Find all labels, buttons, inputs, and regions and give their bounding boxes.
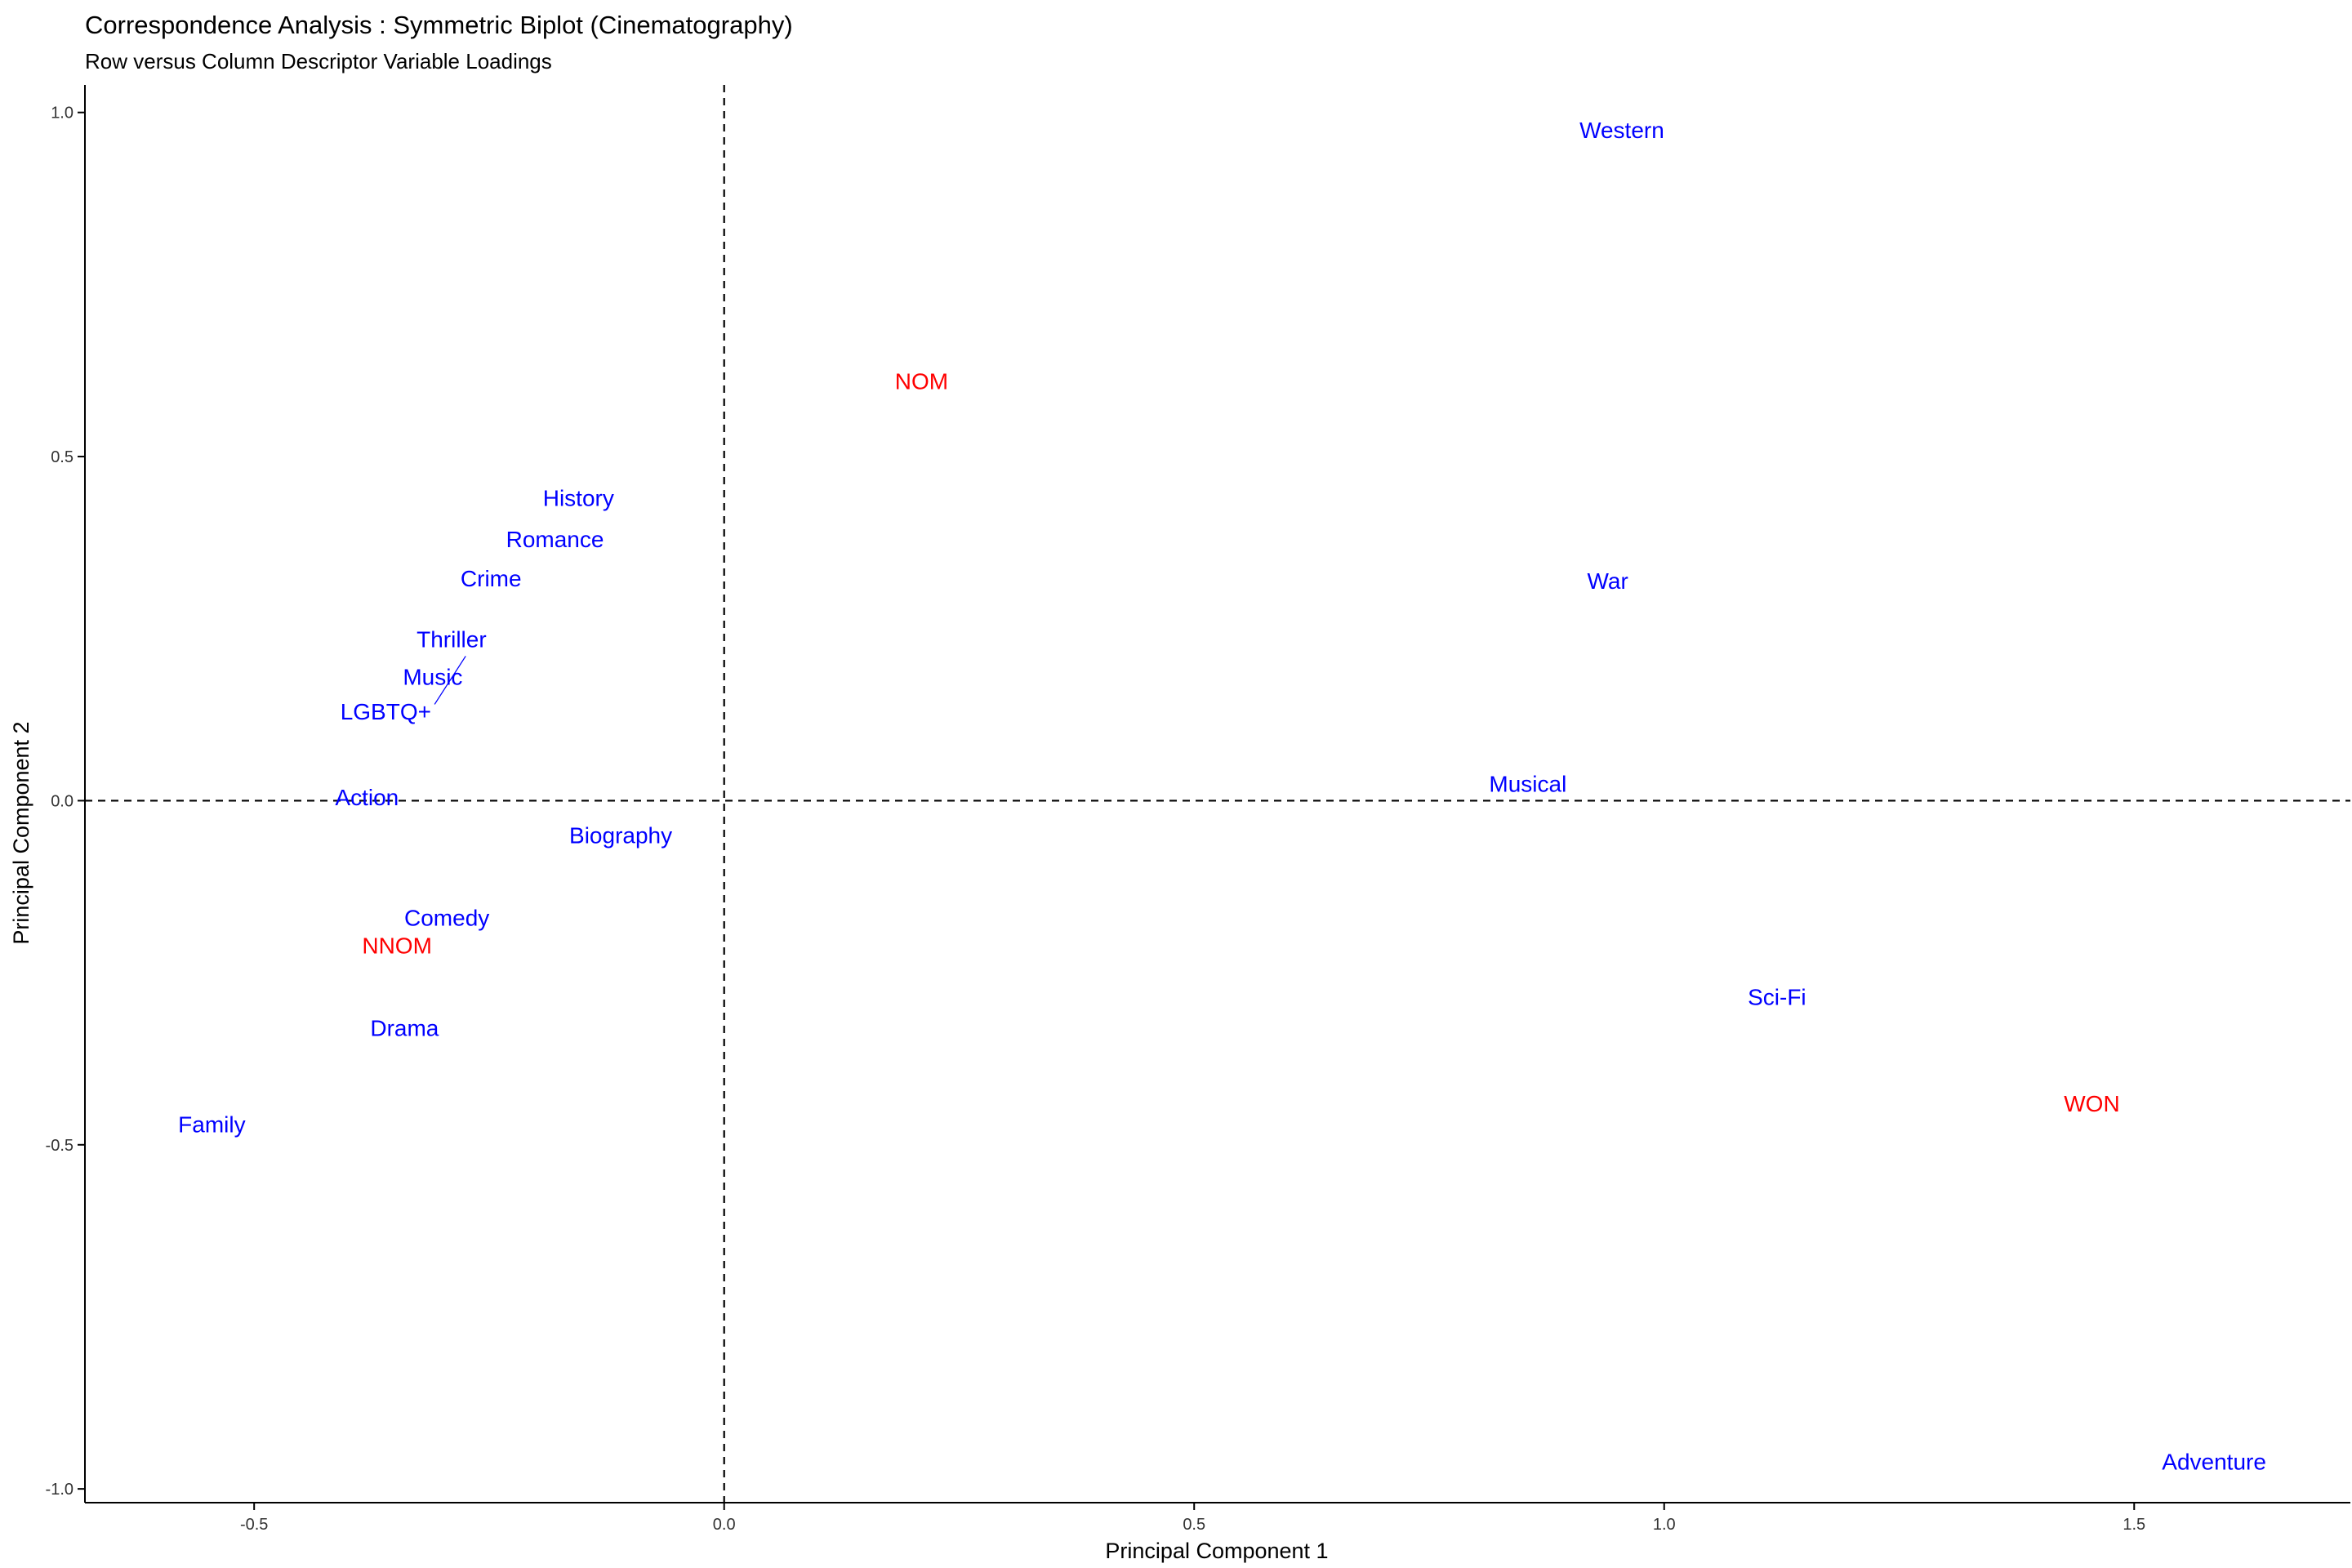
row-label-comedy: Comedy [404,906,489,931]
row-label-lgbtq: LGBTQ+ [341,699,431,724]
x-tick-label: 1.0 [1653,1516,1676,1534]
leader-line [434,656,466,705]
row-label-romance: Romance [506,527,604,552]
row-label-sci-fi: Sci-Fi [1748,985,1806,1010]
x-tick-label: 0.0 [713,1516,736,1534]
x-tick-label: -0.5 [240,1516,268,1534]
y-axis-title: Principal Component 2 [9,721,33,944]
y-tick-label: 0.5 [51,448,74,466]
row-label-crime: Crime [461,566,522,591]
y-tick-label: 1.0 [51,105,74,122]
row-label-history: History [543,486,614,511]
chart-title: Correspondence Analysis : Symmetric Bipl… [85,11,793,39]
row-label-western: Western [1579,118,1664,143]
row-label-thriller: Thriller [416,626,487,652]
row-label-musical: Musical [1489,771,1566,796]
y-tick-label: -1.0 [46,1481,74,1499]
column-label-nom: NOM [895,368,948,394]
row-label-biography: Biography [569,823,672,849]
row-label-music: Music [403,665,462,690]
column-label-nnom: NNOM [362,933,432,958]
x-tick-label: 1.5 [2123,1516,2145,1534]
row-label-action: Action [335,785,399,810]
y-tick-label: 0.0 [51,792,74,810]
row-label-adventure: Adventure [2162,1449,2266,1474]
row-label-war: War [1588,568,1628,594]
chart-subtitle: Row versus Column Descriptor Variable Lo… [85,49,552,74]
plot-area: -0.5 0.0 0.5 1.0 1.5 -1.0 -0.5 0.0 0.5 1.0 Western… [46,85,2350,1534]
y-tick-label: -0.5 [46,1137,74,1155]
column-label-won: WON [2064,1091,2119,1116]
row-label-family: Family [178,1112,245,1138]
row-label-drama: Drama [370,1016,439,1041]
x-axis-title: Principal Component 1 [1105,1539,1328,1563]
x-tick-label: 0.5 [1183,1516,1205,1534]
